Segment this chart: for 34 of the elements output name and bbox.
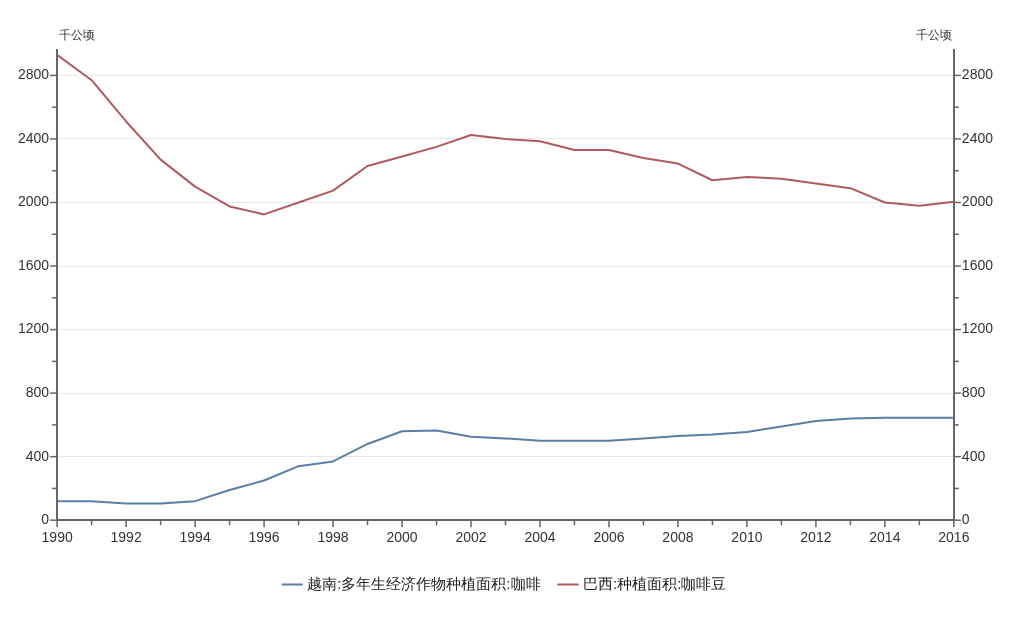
y2-tick-label: 2000: [961, 193, 994, 210]
x-tick-label: 2010: [731, 529, 763, 546]
x-tick-label: 1990: [41, 529, 73, 546]
y2-tick-label: 400: [961, 447, 986, 464]
y2-tick-label: 1600: [961, 256, 994, 273]
x-tick-label: 2008: [662, 529, 694, 546]
y-tick-label: 2400: [17, 129, 50, 146]
x-tick-label: 1994: [179, 529, 211, 546]
x-tick-label: 2012: [800, 529, 832, 546]
x-tick-label: 2014: [869, 529, 901, 546]
x-tick-label: 1996: [248, 529, 280, 546]
y2-axis-title: 千公顷: [915, 28, 952, 43]
y-axis-title: 千公顷: [59, 28, 96, 43]
y-tick-label: 0: [41, 511, 50, 528]
y2-tick-label: 0: [961, 511, 970, 528]
x-tick-label: 2002: [455, 529, 487, 546]
y-tick-label: 800: [25, 383, 50, 400]
y-tick-label: 1200: [17, 320, 50, 337]
y2-tick-label: 800: [961, 383, 986, 400]
x-tick-label: 2000: [386, 529, 418, 546]
y-tick-label: 400: [25, 447, 50, 464]
x-tick-label: 2006: [593, 529, 625, 546]
y2-tick-label: 2800: [961, 66, 994, 83]
x-tick-label: 1998: [317, 529, 349, 546]
legend-label: 越南:多年生经济作物种植面积:咖啡: [307, 574, 541, 592]
x-tick-label: 2004: [524, 529, 556, 546]
y-tick-label: 2000: [17, 193, 50, 210]
y2-tick-label: 2400: [961, 129, 994, 146]
y2-tick-label: 1200: [961, 320, 994, 337]
x-tick-label: 2016: [938, 529, 970, 546]
y-tick-label: 2800: [17, 66, 50, 83]
y-tick-label: 1600: [17, 256, 50, 273]
x-tick-label: 1992: [110, 529, 142, 546]
legend-label: 巴西:种植面积:咖啡豆: [583, 574, 727, 592]
